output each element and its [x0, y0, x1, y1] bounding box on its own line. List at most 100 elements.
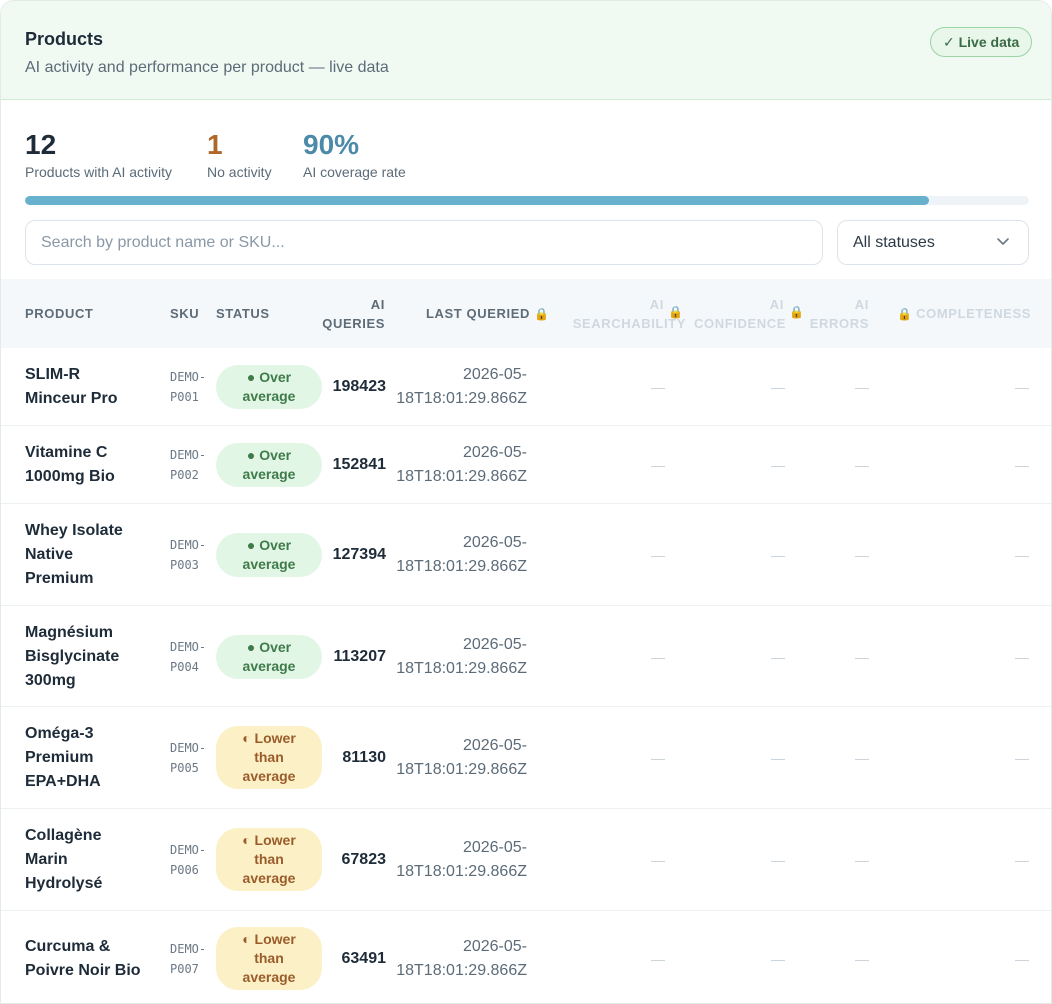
- column-ai-errors-line2: ERRORS: [809, 316, 869, 331]
- table-row[interactable]: SLIM-R Minceur Pro DEMO- P001 ● Over average…: [1, 348, 1051, 426]
- lock-icon: 🔒: [789, 305, 804, 319]
- column-ai-searchability-line2-wrap: SEARCHABILITY: [546, 314, 686, 333]
- ai-queries-value: 67823: [341, 851, 387, 868]
- last-queried-value: 2026-05- 18T18:01:29.866Z: [396, 839, 527, 880]
- status-badge: ◐ Lower than average: [216, 828, 322, 891]
- column-ai-queries-line2: QUERIES: [322, 316, 385, 331]
- table-header: PRODUCT SKU STATUS AI QUERIES LAST QUERI…: [1, 279, 1051, 348]
- confidence-value: —: [771, 950, 785, 967]
- lock-icon: 🔒: [897, 307, 912, 321]
- searchability-value: —: [651, 379, 665, 395]
- chevron-down-icon: [997, 238, 1009, 245]
- search-input[interactable]: [25, 220, 823, 265]
- ai-queries-value: 152841: [332, 456, 386, 473]
- column-ai-searchability-line1: AI: [649, 297, 664, 312]
- completeness-value: —: [1015, 547, 1029, 563]
- column-completeness: 🔒 COMPLETENESS: [897, 304, 1031, 324]
- searchability-value: —: [651, 648, 665, 665]
- column-ai-searchability: AI SEARCHABILITY: [546, 295, 686, 333]
- completeness-value: —: [1015, 648, 1029, 665]
- lock-icon: 🔒: [534, 307, 550, 321]
- table-row[interactable]: Curcuma & Poivre Noir Bio DEMO- P007 ◐ Lower…: [1, 911, 1051, 1003]
- products-header: Products AI activity and performance per…: [1, 1, 1051, 100]
- status-filter-select[interactable]: All statuses: [837, 220, 1029, 265]
- column-ai-confidence-line1: AI: [769, 297, 784, 312]
- column-last-queried-label: LAST QUERIED: [426, 306, 530, 321]
- errors-value: —: [855, 852, 869, 868]
- table-row[interactable]: Collagène Marin Hydrolysé DEMO- P006 ◐ Lower …: [1, 809, 1051, 911]
- ai-queries-value: 113207: [333, 647, 386, 665]
- status-badge: ● Over average: [216, 634, 322, 679]
- completeness-value: —: [1015, 750, 1029, 766]
- confidence-value: —: [771, 457, 785, 473]
- product-sku: DEMO- P002: [170, 448, 207, 482]
- product-name: Oméga-3 Premium EPA+DHA: [25, 725, 101, 790]
- searchability-value: —: [651, 750, 665, 766]
- errors-value: —: [855, 547, 869, 563]
- confidence-value: —: [771, 750, 785, 766]
- live-data-badge: ✓ Live data: [930, 27, 1033, 57]
- last-queried-value: 2026-05- 18T18:01:29.866Z: [396, 635, 527, 677]
- column-ai-errors-line1: AI: [854, 297, 869, 312]
- product-sku: DEMO- P007: [170, 941, 207, 976]
- page-title: Products: [25, 29, 104, 49]
- status-badge: ◐ Lower than average: [216, 726, 322, 789]
- completeness-value: —: [1015, 457, 1029, 473]
- ai-queries-value: 127394: [332, 546, 386, 563]
- confidence-value: —: [771, 852, 785, 868]
- confidence-value: —: [771, 379, 785, 395]
- last-queried-value: 2026-05- 18T18:01:29.866Z: [396, 937, 527, 979]
- column-ai-queries[interactable]: AI QUERIES: [319, 295, 385, 333]
- last-queried-value: 2026-05- 18T18:01:29.866Z: [396, 737, 527, 778]
- last-queried-value: 2026-05- 18T18:01:29.866Z: [396, 534, 527, 575]
- stat-label: Products with AI activity: [25, 164, 173, 180]
- lock-icon: 🔒: [668, 305, 683, 319]
- confidence-value: —: [771, 547, 785, 563]
- table-row[interactable]: Oméga-3 Premium EPA+DHA DEMO- P005 ◐ Lower th…: [1, 707, 1051, 809]
- ai-queries-value: 63491: [341, 949, 387, 967]
- errors-value: —: [855, 750, 869, 766]
- column-ai-queries-line1: AI: [370, 297, 385, 312]
- product-name: Curcuma & Poivre Noir Bio: [25, 937, 141, 979]
- errors-value: —: [855, 648, 869, 665]
- completeness-value: —: [1015, 950, 1029, 967]
- column-status[interactable]: STATUS: [216, 306, 270, 321]
- searchability-value: —: [651, 457, 665, 473]
- completeness-value: —: [1015, 852, 1029, 868]
- column-ai-searchability-line2: SEARCHABILITY: [572, 316, 686, 331]
- column-sku[interactable]: SKU: [170, 306, 200, 321]
- status-badge: ◐ Lower than average: [216, 926, 322, 990]
- product-name: Magnésium Bisglycinate 300mg: [25, 623, 120, 689]
- product-sku: DEMO- P003: [170, 538, 207, 572]
- table-row[interactable]: Magnésium Bisglycinate 300mg DEMO- P004 ● Ove…: [1, 606, 1051, 707]
- product-name: SLIM-R Minceur Pro: [25, 366, 118, 407]
- status-badge: ● Over average: [216, 533, 322, 577]
- table-row[interactable]: Whey Isolate Native Premium DEMO- P003 ● Over…: [1, 504, 1051, 606]
- last-queried-value: 2026-05- 18T18:01:29.866Z: [396, 444, 527, 485]
- column-last-queried[interactable]: LAST QUERIED 🔒: [426, 304, 549, 324]
- errors-value: —: [855, 950, 869, 967]
- stat-coverage: 90% AI coverage rate: [303, 129, 406, 180]
- product-name: Vitamine C 1000mg Bio: [25, 444, 115, 485]
- column-completeness-label: COMPLETENESS: [916, 306, 1031, 321]
- stat-label: No activity: [207, 164, 272, 180]
- table-row[interactable]: Vitamine C 1000mg Bio DEMO- P002 ● Over aver…: [1, 426, 1051, 504]
- status-badge: ● Over average: [216, 365, 322, 409]
- stat-with-activity: 12 Products with AI activity: [25, 129, 172, 180]
- column-ai-confidence: AI CONFIDENCE: [686, 295, 786, 333]
- product-name: Whey Isolate Native Premium: [25, 522, 123, 587]
- ai-queries-value: 81130: [342, 749, 386, 766]
- stat-label: AI coverage rate: [303, 164, 406, 180]
- product-sku: DEMO- P005: [170, 741, 207, 775]
- page-subtitle: AI activity and performance per product …: [25, 59, 389, 76]
- product-sku: DEMO- P006: [170, 843, 207, 877]
- product-sku: DEMO- P001: [170, 370, 207, 404]
- column-product[interactable]: PRODUCT: [25, 306, 94, 321]
- searchability-value: —: [651, 547, 665, 563]
- stat-value: 1: [207, 129, 223, 160]
- stat-no-activity: 1 No activity: [207, 129, 272, 180]
- confidence-value: —: [771, 648, 785, 665]
- column-ai-confidence-line2: CONFIDENCE: [694, 316, 786, 331]
- errors-value: —: [855, 457, 869, 473]
